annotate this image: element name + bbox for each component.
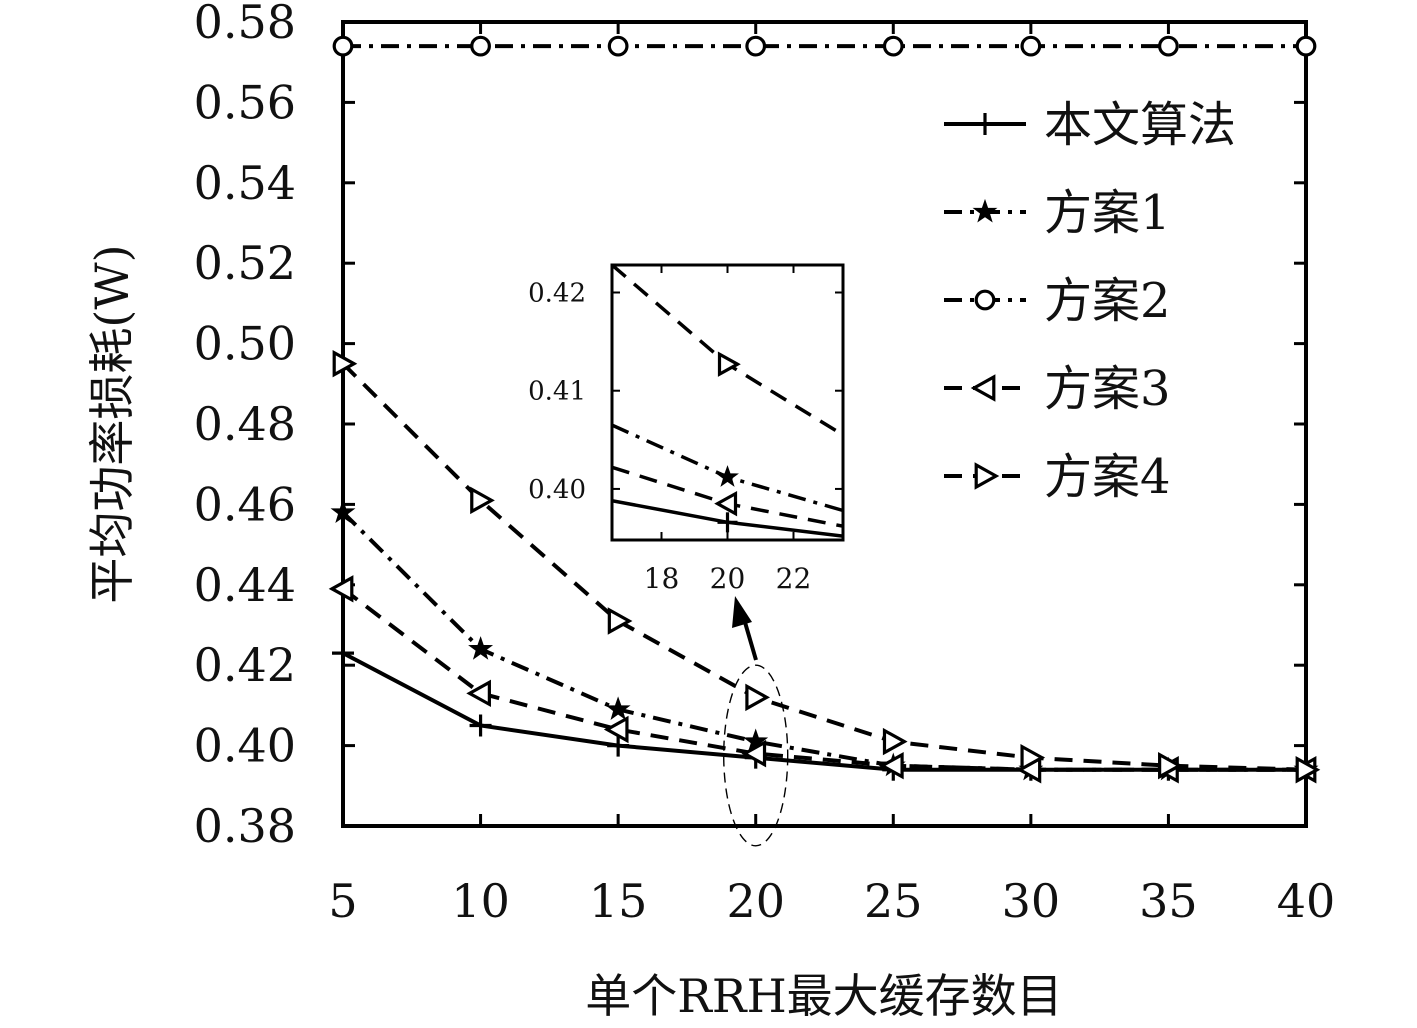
x-axis-title: 单个RRH最大缓存数目 — [585, 969, 1062, 1023]
data-point — [470, 486, 495, 515]
inset-data-point — [717, 512, 738, 533]
data-point — [882, 727, 908, 756]
y-tick-label: 0.42 — [194, 638, 296, 692]
inset-data-point — [717, 351, 741, 377]
data-point — [741, 739, 767, 768]
data-point — [468, 636, 494, 660]
inset-series-方案3 — [612, 465, 843, 528]
inset-series-本文算法 — [612, 498, 843, 538]
legend-marker — [974, 462, 1000, 490]
series-方案2 — [332, 35, 1317, 57]
inset-series-方案1 — [612, 423, 843, 513]
data-point — [328, 575, 354, 603]
data-point — [607, 734, 630, 757]
inset-y-tick-label: 0.41 — [528, 377, 586, 407]
data-point — [745, 683, 771, 712]
x-tick-label: 5 — [328, 874, 357, 928]
legend-marker — [970, 374, 996, 402]
y-axis-title: 平均功率损耗(W) — [85, 244, 139, 603]
main-axes: 5 10 15 20 25 30 35 40 0.38 0.40 0.42 0.44 0.46 0.48 0… — [194, 0, 1336, 928]
legend-label: 方案1 — [1044, 185, 1171, 241]
legend-label: 本文算法 — [1044, 97, 1236, 153]
data-point — [1295, 756, 1321, 784]
x-tick-label: 15 — [589, 874, 648, 928]
y-tick-label: 0.38 — [194, 799, 296, 853]
x-tick-label: 20 — [726, 874, 785, 928]
data-point — [332, 35, 354, 57]
y-tick-label: 0.40 — [194, 719, 296, 773]
inset-x-tick-label: 20 — [710, 562, 746, 595]
x-tick-label: 30 — [1002, 874, 1061, 928]
data-point — [882, 35, 904, 57]
series-line — [341, 362, 1307, 772]
zoom-ellipse — [723, 664, 789, 847]
series-方案4 — [332, 349, 1321, 784]
inset-data-point — [716, 465, 739, 487]
x-tick-label: 40 — [1277, 874, 1336, 928]
y-tick-label: 0.48 — [194, 397, 296, 451]
data-point — [330, 499, 356, 524]
data-point — [1295, 35, 1317, 57]
legend-label: 方案3 — [1044, 361, 1171, 417]
legend-marker — [972, 198, 998, 223]
zoom-arrowhead — [732, 596, 752, 628]
zoom-annotation — [723, 596, 789, 847]
data-point — [1158, 751, 1183, 780]
y-tick-label: 0.50 — [194, 317, 296, 371]
y-tick-label: 0.58 — [194, 0, 296, 49]
data-point — [605, 696, 631, 721]
data-point — [607, 607, 633, 635]
legend-marker — [974, 289, 996, 311]
data-point — [469, 714, 492, 737]
x-tick-label: 25 — [864, 874, 923, 928]
data-point — [1158, 35, 1179, 57]
data-point — [466, 679, 491, 708]
inset-data-point — [714, 490, 738, 517]
legend-label: 方案2 — [1044, 273, 1171, 329]
inset-frame — [610, 263, 845, 542]
y-tick-label: 0.56 — [194, 75, 296, 129]
y-tick-label: 0.54 — [194, 156, 296, 210]
data-point — [607, 35, 629, 57]
data-point — [470, 35, 491, 57]
data-point — [1020, 35, 1042, 57]
inset-x-tick-label: 18 — [644, 562, 680, 595]
data-point — [332, 642, 354, 665]
x-tick-label: 10 — [451, 874, 510, 928]
data-point — [745, 35, 767, 57]
data-point — [1020, 743, 1046, 772]
y-tick-label: 0.44 — [194, 558, 296, 612]
series-layer — [328, 35, 1321, 784]
y-tick-label: 0.52 — [194, 236, 296, 290]
inset-y-tick-label: 0.40 — [528, 475, 586, 505]
data-point — [603, 715, 629, 744]
y-tick-label: 0.46 — [194, 477, 296, 531]
inset-series-方案4 — [612, 265, 843, 437]
legend-marker — [974, 113, 996, 135]
legend-label: 方案4 — [1044, 449, 1171, 505]
inset-x-tick-label: 22 — [776, 562, 812, 595]
inset-y-tick-label: 0.42 — [528, 279, 586, 309]
data-point — [332, 349, 358, 378]
inset-chart: 18 20 22 0.42 0.41 0.40 — [528, 263, 845, 595]
data-point — [878, 751, 904, 780]
x-tick-label: 35 — [1139, 874, 1198, 928]
series-line — [341, 587, 1306, 772]
